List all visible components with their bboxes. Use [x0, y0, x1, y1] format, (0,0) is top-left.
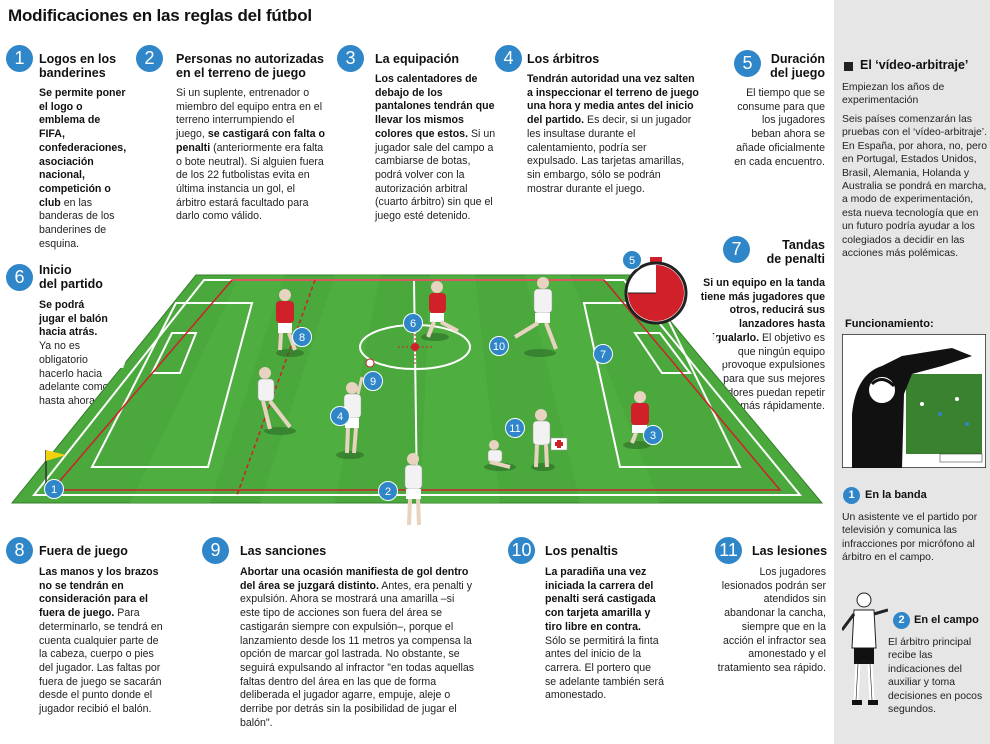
- section-body-9: Abortar una ocasión manifiesta de gol de…: [240, 566, 475, 729]
- field-marker-1: 1: [44, 479, 64, 499]
- stopwatch-icon: [624, 257, 688, 325]
- section-number-5: 5: [734, 50, 761, 77]
- step-text-2: El árbitro principal recibe las indicaci…: [888, 637, 983, 716]
- player-4: [343, 376, 364, 454]
- field-marker-7: 7: [593, 344, 613, 364]
- section-number-8: 8: [6, 537, 33, 564]
- player-referee-left: [257, 367, 292, 430]
- section-number-11: 11: [715, 537, 742, 564]
- step-title-2: En el campo: [914, 614, 979, 626]
- section-number-2: 2: [136, 45, 163, 72]
- page-title: Modificaciones en las reglas del fútbol: [8, 6, 312, 25]
- football-field-illustration: [10, 257, 824, 526]
- field-marker-11: 11: [505, 418, 525, 438]
- section-body-11: Los jugadores lesionados podrán ser aten…: [717, 566, 826, 674]
- section-body-2: Si un suplente, entrenador o miembro del…: [176, 87, 325, 223]
- section-body-8: Las manos y los brazos no se tendrán en …: [39, 566, 163, 716]
- player-8: [276, 289, 297, 351]
- field-marker-2: 2: [378, 481, 398, 501]
- section-number-1: 1: [6, 45, 33, 72]
- funcionamiento-label: Funcionamiento:: [845, 318, 934, 330]
- section-title-8: Fuera de juego: [39, 544, 128, 558]
- section-title-6: Inicio del partido: [39, 263, 103, 291]
- section-number-3: 3: [337, 45, 364, 72]
- section-body-3: Los calentadores de debajo de los pantal…: [375, 73, 496, 223]
- sidebar-text: Seis países comenzarán las pruebas con e…: [842, 114, 987, 260]
- section-body-10: La paradiña una vez iniciada la carrera …: [545, 566, 664, 702]
- step-number-1: 1: [843, 487, 860, 504]
- field-marker-4: 4: [330, 406, 350, 426]
- section-title-4: Los árbitros: [527, 52, 600, 66]
- step-title-1: En la banda: [865, 489, 927, 501]
- player-2-referee: [404, 453, 423, 526]
- section-body-5: El tiempo que se consume para que los ju…: [734, 87, 825, 168]
- field-marker-10: 10: [489, 336, 509, 356]
- player-6: [426, 281, 459, 338]
- referee-figure-icon: [842, 592, 888, 705]
- section-number-4: 4: [495, 45, 522, 72]
- section-title-1: Logos en los banderines: [39, 52, 117, 80]
- field-marker-5: 5: [622, 250, 642, 270]
- sidebar-subheading: Empiezan los años de experimentación: [842, 82, 945, 107]
- step-number-2: 2: [893, 612, 910, 629]
- section-title-9: Las sanciones: [240, 544, 327, 558]
- section-number-9: 9: [202, 537, 229, 564]
- player-10: [513, 277, 558, 350]
- section-title-5: Duración del juego: [770, 52, 825, 80]
- section-title-2: Personas no autorizadas en el terreno de …: [176, 52, 324, 80]
- bullet-square-icon: [844, 62, 853, 71]
- section-title-11: Las lesiones: [752, 544, 828, 558]
- section-number-7: 7: [723, 236, 750, 263]
- section-body-4: Tendrán autoridad una vez salten a inspe…: [527, 73, 699, 195]
- field-marker-9: 9: [363, 371, 383, 391]
- sidebar-heading: El ‘vídeo-arbitraje’: [860, 58, 969, 72]
- section-body-6: Se podrá jugar el balón hacia atrás. Ya …: [39, 299, 109, 407]
- field-marker-8: 8: [292, 327, 312, 347]
- player-11-medic: [532, 409, 568, 468]
- section-number-10: 10: [508, 537, 535, 564]
- section-title-10: Los penaltis: [545, 544, 618, 558]
- section-title-3: La equipación: [375, 52, 460, 66]
- video-referee-illustration: [842, 334, 986, 468]
- field-marker-3: 3: [643, 425, 663, 445]
- section-body-1: Se permite poner el logo o emblema de FI…: [39, 87, 127, 250]
- section-body-7: Si un equipo en la tanda tiene más jugad…: [700, 277, 825, 413]
- player-injured: [487, 440, 511, 469]
- section-title-7: Tandas de penalti: [766, 238, 825, 266]
- field-marker-6: 6: [403, 313, 423, 333]
- step-text-1: Un asistente ve el partido por televisió…: [842, 512, 978, 564]
- section-number-6: 6: [6, 264, 33, 291]
